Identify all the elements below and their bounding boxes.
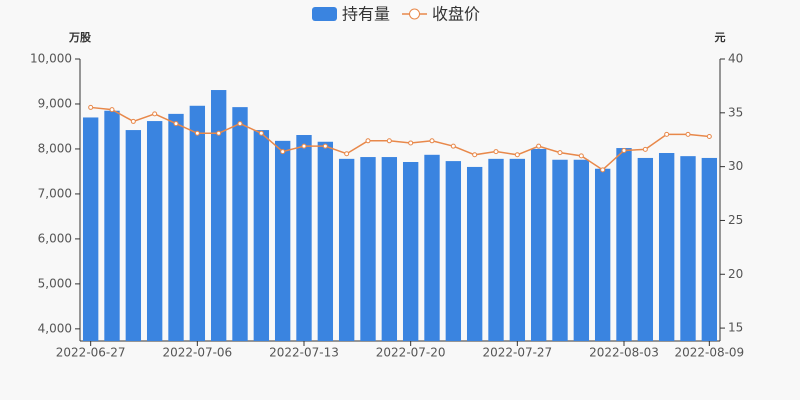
x-tick-label: 2022-07-27	[482, 346, 552, 360]
point	[514, 152, 520, 158]
point	[600, 167, 606, 173]
legend: 持有量 收盘价	[312, 5, 480, 24]
y-tick-label: 5,000	[38, 276, 72, 290]
point	[642, 146, 648, 152]
bar	[573, 159, 590, 341]
point	[344, 151, 350, 157]
bar	[616, 148, 632, 341]
y-tick-label: 6,000	[38, 231, 72, 245]
point	[322, 143, 328, 149]
x-tick-label: 2022-08-09	[674, 346, 744, 360]
bar	[317, 141, 334, 341]
bar	[338, 158, 355, 341]
point	[472, 152, 478, 158]
point	[706, 133, 712, 139]
bar	[274, 140, 291, 341]
point	[365, 138, 371, 144]
point	[130, 118, 136, 124]
y-tick-label: 7,000	[38, 186, 72, 200]
bar	[594, 168, 611, 341]
legend-label: 收盘价	[432, 5, 480, 24]
bar	[232, 107, 248, 341]
bar	[168, 113, 184, 341]
point	[88, 104, 94, 110]
point	[450, 143, 456, 149]
bar	[680, 156, 696, 341]
point	[578, 153, 584, 159]
point	[664, 131, 670, 137]
y2-tick-label: 25	[728, 213, 743, 227]
point	[301, 143, 307, 149]
bar	[552, 159, 568, 341]
point	[258, 130, 264, 136]
legend-swatch-point	[409, 8, 421, 20]
point	[173, 121, 179, 127]
bar	[210, 90, 227, 341]
x-tick-label: 2022-07-13	[269, 346, 339, 360]
y2-tick-label: 20	[728, 267, 743, 281]
bar	[445, 161, 462, 341]
bar	[253, 130, 270, 341]
point	[109, 107, 115, 113]
point	[493, 149, 499, 155]
x-tick-label: 2022-08-03	[589, 346, 659, 360]
y2-axis-unit: 元	[715, 31, 726, 44]
point	[557, 150, 563, 156]
y2-tick-label: 40	[728, 52, 743, 66]
y2-tick-label: 15	[728, 321, 743, 335]
bar	[424, 154, 440, 341]
bar	[701, 157, 718, 341]
bar	[104, 110, 120, 341]
y-axis-unit: 万股	[68, 31, 92, 44]
y-tick-label: 4,000	[38, 321, 72, 335]
y2-tick-label: 30	[728, 159, 743, 173]
point	[536, 143, 542, 149]
point	[621, 147, 627, 153]
x-tick-label: 2022-07-06	[162, 346, 232, 360]
point	[685, 131, 691, 137]
bar	[466, 166, 483, 341]
point	[237, 121, 243, 127]
y-tick-label: 8,000	[38, 141, 72, 155]
bar	[125, 130, 142, 341]
bar	[658, 153, 675, 341]
legend-label: 持有量	[342, 5, 390, 24]
bar	[381, 157, 398, 341]
point	[408, 140, 414, 146]
bar	[637, 157, 654, 341]
y-tick-label: 10,000	[30, 52, 72, 66]
bar	[82, 117, 99, 341]
legend-swatch	[312, 7, 337, 21]
y2-tick-label: 35	[728, 105, 743, 119]
bar	[360, 157, 376, 341]
bar	[488, 158, 504, 341]
bar	[402, 161, 419, 341]
point	[429, 138, 435, 144]
x-tick-label: 2022-06-27	[56, 346, 126, 360]
point	[216, 130, 222, 136]
point	[152, 111, 158, 117]
bar	[530, 148, 547, 341]
bar	[296, 135, 312, 341]
bar	[146, 121, 163, 341]
point	[386, 138, 392, 144]
bar	[509, 158, 526, 341]
point	[194, 130, 200, 136]
x-tick-label: 2022-07-20	[376, 346, 446, 360]
y-tick-label: 9,000	[38, 96, 72, 110]
point	[280, 149, 286, 155]
line	[90, 106, 710, 171]
bar	[189, 105, 206, 341]
